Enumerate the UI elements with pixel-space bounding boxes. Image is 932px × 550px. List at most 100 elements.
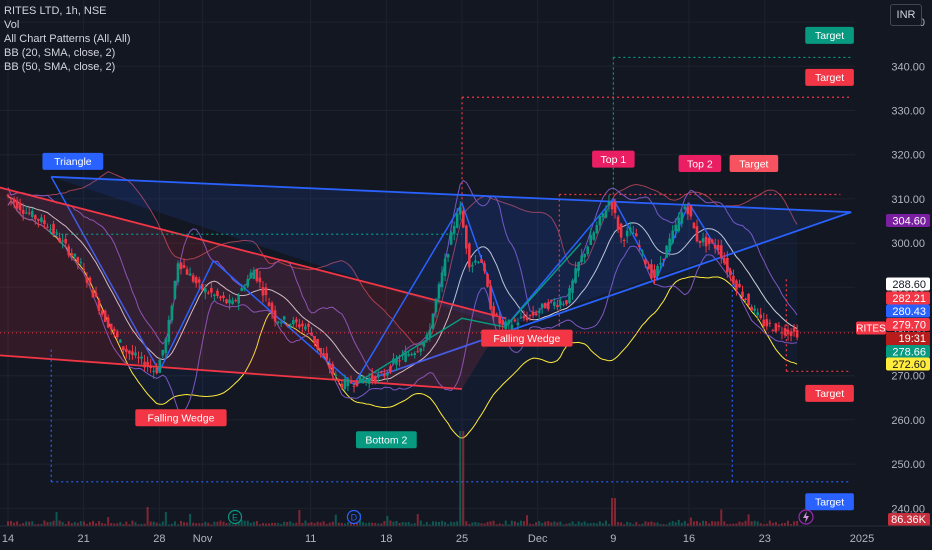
candle-body bbox=[580, 255, 583, 263]
indicator-patterns[interactable]: All Chart Patterns (All, All) bbox=[4, 33, 131, 45]
wedge-upper bbox=[0, 186, 506, 320]
volume-bar bbox=[744, 520, 747, 526]
candle-body bbox=[701, 238, 705, 243]
volume-bar bbox=[532, 524, 535, 526]
volume-bar bbox=[195, 523, 198, 526]
candle-body bbox=[313, 335, 316, 344]
volume-bar bbox=[264, 523, 267, 526]
volume-bar bbox=[471, 522, 474, 526]
indicator-bb20[interactable]: BB (20, SMA, close, 2) bbox=[4, 47, 116, 59]
volume-bar bbox=[55, 511, 58, 526]
volume-bar bbox=[404, 522, 407, 526]
volume-bar bbox=[289, 521, 292, 526]
candle-body bbox=[674, 224, 678, 232]
volume-bar bbox=[456, 521, 459, 526]
candle-body bbox=[261, 287, 265, 296]
volume-bar bbox=[577, 521, 580, 526]
candle-body bbox=[367, 377, 371, 384]
volume-bar bbox=[459, 431, 462, 526]
price-tag-box bbox=[886, 304, 930, 318]
volume-bar bbox=[85, 523, 88, 526]
volume-bar bbox=[702, 520, 705, 526]
candle-body bbox=[249, 272, 253, 279]
currency-button[interactable]: INR bbox=[890, 4, 922, 26]
volume-bar bbox=[659, 524, 662, 526]
symbol-title[interactable]: RITES LTD, 1h, NSE bbox=[4, 5, 107, 17]
volume-bar bbox=[13, 522, 16, 526]
volume-bar bbox=[107, 517, 110, 526]
pattern-label: Target bbox=[805, 68, 854, 86]
candle-body bbox=[158, 359, 162, 373]
volume-bar bbox=[662, 524, 665, 526]
volume-bar bbox=[708, 523, 711, 526]
candle-body bbox=[771, 330, 775, 332]
volume-bar bbox=[589, 523, 592, 526]
volume-bar bbox=[620, 522, 623, 526]
candle-body bbox=[653, 269, 656, 278]
indicator-bb50[interactable]: BB (50, SMA, close, 2) bbox=[4, 61, 116, 73]
volume-bar bbox=[128, 524, 131, 526]
candle-body bbox=[328, 364, 332, 369]
candle-body bbox=[24, 212, 28, 214]
volume-bar bbox=[374, 523, 377, 526]
volume-bar bbox=[34, 524, 37, 526]
volume-bar bbox=[519, 520, 522, 526]
candle-body bbox=[461, 210, 465, 228]
candle-body bbox=[307, 323, 310, 327]
volume-bar bbox=[95, 523, 98, 526]
time-tick-label: 21 bbox=[78, 533, 90, 545]
candle-body bbox=[765, 319, 769, 327]
volume-bar bbox=[216, 521, 219, 526]
candle-body bbox=[449, 231, 453, 245]
time-tick-label: 25 bbox=[456, 533, 468, 545]
volume-bar bbox=[298, 509, 301, 526]
candle-body bbox=[577, 262, 580, 271]
time-axis: 14 21 28 Nov 11 18 25 Dec 9 16 23 2025 bbox=[0, 509, 932, 550]
volume-bar bbox=[650, 521, 653, 526]
volume-bar bbox=[790, 524, 793, 526]
candle-body bbox=[219, 296, 222, 299]
candle-body bbox=[753, 308, 756, 311]
volume-bar bbox=[732, 523, 735, 526]
price-tag: 282.21 bbox=[886, 291, 930, 305]
volume-bar bbox=[632, 524, 635, 526]
pattern-label-box bbox=[805, 68, 854, 86]
price-tick-label: 330.00 bbox=[891, 106, 925, 118]
candle-body bbox=[373, 375, 377, 383]
volume-bar bbox=[40, 524, 43, 526]
volume-bar bbox=[765, 523, 768, 526]
volume-bar bbox=[444, 522, 447, 526]
candle-body bbox=[583, 254, 586, 258]
candle-body bbox=[562, 303, 565, 305]
candle-body bbox=[340, 383, 344, 389]
pattern-label-text: Top 2 bbox=[687, 158, 713, 170]
candle-body bbox=[164, 338, 168, 354]
volume-bar bbox=[167, 524, 170, 526]
event-marker-text: D bbox=[351, 513, 358, 523]
volume-bar bbox=[16, 521, 19, 526]
candle-body bbox=[228, 299, 231, 304]
candle-body bbox=[489, 285, 492, 310]
candle-body bbox=[331, 364, 335, 374]
indicator-vol[interactable]: Vol bbox=[4, 19, 20, 31]
candle-body bbox=[216, 290, 219, 296]
candle-body bbox=[604, 210, 608, 218]
volume-bar bbox=[161, 521, 164, 526]
candle-body bbox=[471, 264, 474, 267]
candle-body bbox=[197, 279, 201, 283]
volume-bar bbox=[292, 523, 295, 526]
volume-bar bbox=[617, 522, 620, 526]
candle-body bbox=[82, 269, 86, 271]
candle-body bbox=[319, 347, 322, 353]
candle-body bbox=[97, 299, 101, 311]
time-tick-label: Nov bbox=[193, 533, 213, 545]
volume-bar bbox=[149, 521, 152, 526]
volume-bar bbox=[255, 520, 258, 526]
pattern-label-box bbox=[678, 155, 722, 173]
candle-body bbox=[255, 269, 259, 281]
candle-body bbox=[750, 306, 753, 311]
pattern-label-box bbox=[805, 384, 854, 402]
price-tag: 272.60 bbox=[886, 357, 930, 371]
